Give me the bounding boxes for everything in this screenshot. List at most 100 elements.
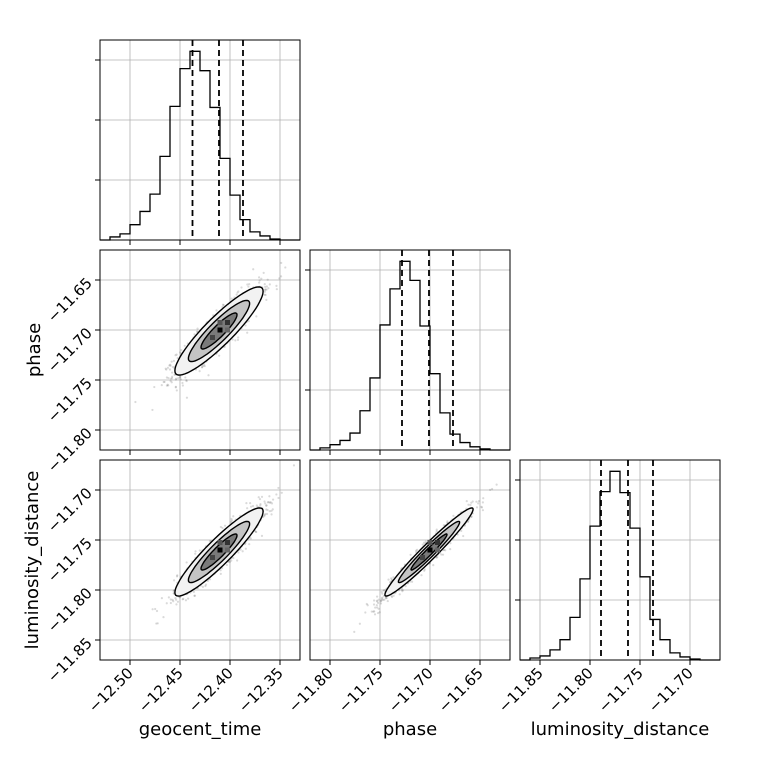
sample-point: [452, 514, 455, 517]
sample-point: [263, 290, 267, 293]
sample-point: [259, 502, 262, 506]
sample-point: [174, 354, 177, 357]
sample-point: [392, 594, 395, 597]
sample-point: [265, 288, 268, 291]
sample-point: [480, 506, 484, 509]
sample-point: [481, 501, 484, 504]
panel-frame: [309, 249, 511, 451]
sample-point: [165, 384, 169, 387]
sample-point: [378, 611, 381, 614]
sample-point: [204, 583, 208, 586]
sample-point: [262, 271, 265, 274]
sample-point: [151, 608, 154, 611]
sample-point: [263, 513, 266, 517]
sample-point: [196, 330, 199, 333]
panel-luminosity_distance-vs-geocent_time: −11.85−11.80−11.75−11.70−12.50−12.45−12.…: [44, 459, 301, 716]
sample-point: [263, 514, 266, 518]
sample-point: [255, 530, 258, 534]
sample-point: [185, 379, 188, 383]
sample-point: [390, 578, 394, 581]
sample-point: [162, 616, 165, 619]
sample-point: [181, 381, 184, 385]
sample-point: [208, 540, 211, 543]
sample-point: [169, 363, 172, 366]
sample-point: [174, 378, 177, 381]
sample-point: [169, 379, 172, 383]
y-tick-label: −11.85: [44, 634, 96, 686]
sample-point: [168, 368, 172, 371]
sample-point: [380, 597, 383, 600]
sample-point: [469, 503, 472, 507]
sample-point: [174, 598, 178, 601]
sample-point: [260, 277, 263, 280]
sample-point: [462, 534, 465, 538]
panel-content: [353, 483, 498, 634]
y-axis-label-phase: phase: [24, 323, 45, 377]
sample-point: [171, 598, 174, 601]
sample-point: [164, 367, 167, 370]
sample-point: [267, 501, 270, 504]
sample-point: [170, 381, 173, 384]
x-tick-label: −11.70: [385, 664, 437, 716]
sample-point: [249, 537, 252, 540]
y-tick-label: −11.75: [44, 374, 96, 426]
sample-point: [400, 588, 403, 591]
sample-point: [372, 610, 375, 613]
x-tick-label: −11.85: [495, 664, 547, 716]
sample-point: [172, 590, 175, 593]
sample-point: [167, 376, 170, 380]
sample-point: [372, 603, 376, 606]
sample-point: [443, 548, 446, 551]
sample-point: [193, 594, 196, 597]
sample-point: [358, 622, 361, 625]
sample-point: [267, 287, 270, 290]
sample-point: [366, 604, 369, 607]
sample-point: [392, 576, 395, 579]
x-axis-label-luminosity-distance: luminosity_distance: [531, 719, 710, 740]
sample-point: [390, 594, 393, 597]
sample-point: [480, 505, 483, 508]
panel-luminosity_distance-vs-phase: −11.80−11.75−11.70−11.65: [285, 459, 511, 716]
sample-point: [258, 281, 261, 284]
sample-point: [203, 364, 206, 368]
sample-point: [169, 377, 172, 380]
x-tick-label: −11.80: [285, 664, 337, 716]
sample-point: [377, 607, 380, 610]
sample-point: [169, 598, 172, 601]
sample-point: [265, 285, 268, 288]
density-peak-cell-0: [217, 327, 223, 333]
sample-point: [470, 501, 473, 504]
sample-point: [381, 596, 384, 599]
sample-point: [175, 389, 178, 392]
sample-point: [271, 508, 274, 511]
sample-point: [284, 266, 287, 269]
sample-point: [268, 283, 271, 286]
sample-point: [436, 555, 439, 559]
sample-point: [268, 510, 271, 513]
sample-point: [263, 500, 266, 503]
sample-point: [184, 376, 187, 379]
sample-point: [270, 513, 273, 516]
sample-point: [477, 502, 480, 505]
sample-point: [489, 488, 492, 491]
sample-point: [277, 486, 280, 490]
sample-point: [172, 359, 176, 362]
sample-point: [250, 505, 253, 508]
histogram-geocent_time: [100, 50, 300, 241]
sample-point: [384, 596, 388, 599]
sample-point: [467, 503, 470, 506]
sample-point: [175, 575, 179, 578]
sample-point: [377, 598, 380, 601]
sample-point: [193, 594, 196, 597]
sample-point: [257, 496, 260, 499]
sample-point: [260, 534, 264, 537]
sample-point: [415, 548, 419, 552]
sample-point: [244, 324, 247, 327]
sample-point: [475, 506, 479, 509]
sample-point: [280, 261, 283, 265]
sample-point: [194, 550, 197, 553]
sample-point: [353, 630, 356, 634]
sample-point: [264, 502, 267, 505]
sample-point: [244, 547, 247, 550]
sample-point: [264, 288, 267, 291]
